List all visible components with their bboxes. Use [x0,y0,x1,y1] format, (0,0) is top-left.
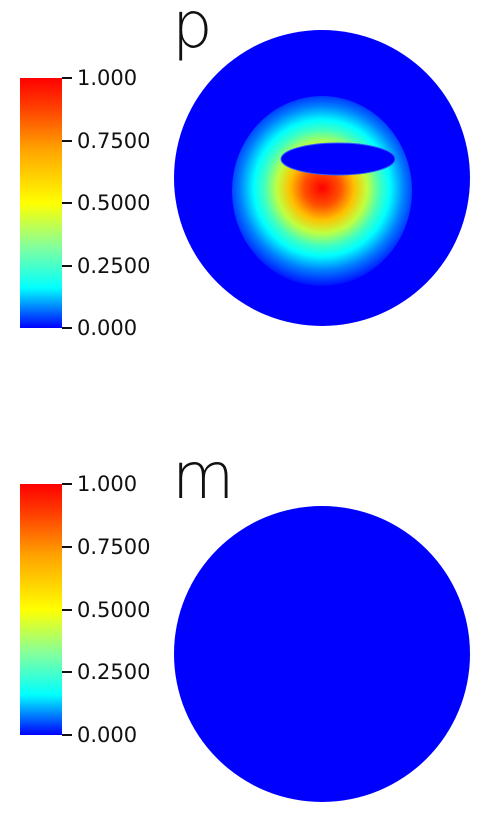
tick-label: 0.000 [77,723,138,747]
panel-label: m [172,440,235,514]
tick-label: 1.000 [77,66,138,90]
tick-mark [62,483,72,485]
colorbar [20,78,62,328]
tick-mark [62,671,72,674]
colorbar [20,484,62,735]
tick-label: 0.2500 [77,253,151,278]
tick-label: 0.000 [77,316,138,340]
tick-mark [62,264,72,267]
field-disk [174,30,470,326]
tick-label: 0.7500 [77,128,151,153]
tick-mark [62,545,72,548]
panel-label: p [172,0,213,63]
tick-label: 0.5000 [77,191,151,215]
tick-mark [62,734,72,736]
tick-mark [62,327,72,329]
panel-m: m 1.000 0.7500 0.5000 0.2500 0.000 [0,407,493,815]
tick-mark [62,608,72,611]
tick-label: 1.000 [77,472,138,496]
inclusion-ellipse [280,142,396,176]
tick-mark [62,139,72,142]
tick-label: 0.2500 [77,660,151,685]
tick-label: 0.5000 [77,597,151,622]
domain-circle [174,506,470,802]
tick-mark [62,77,72,79]
concentration-halo [232,96,412,286]
panel-p: p 1.000 0.7500 0.5000 0.2500 0.000 [0,0,493,400]
tick-label: 0.7500 [77,534,151,559]
tick-mark [62,202,72,204]
field-disk [174,506,470,802]
